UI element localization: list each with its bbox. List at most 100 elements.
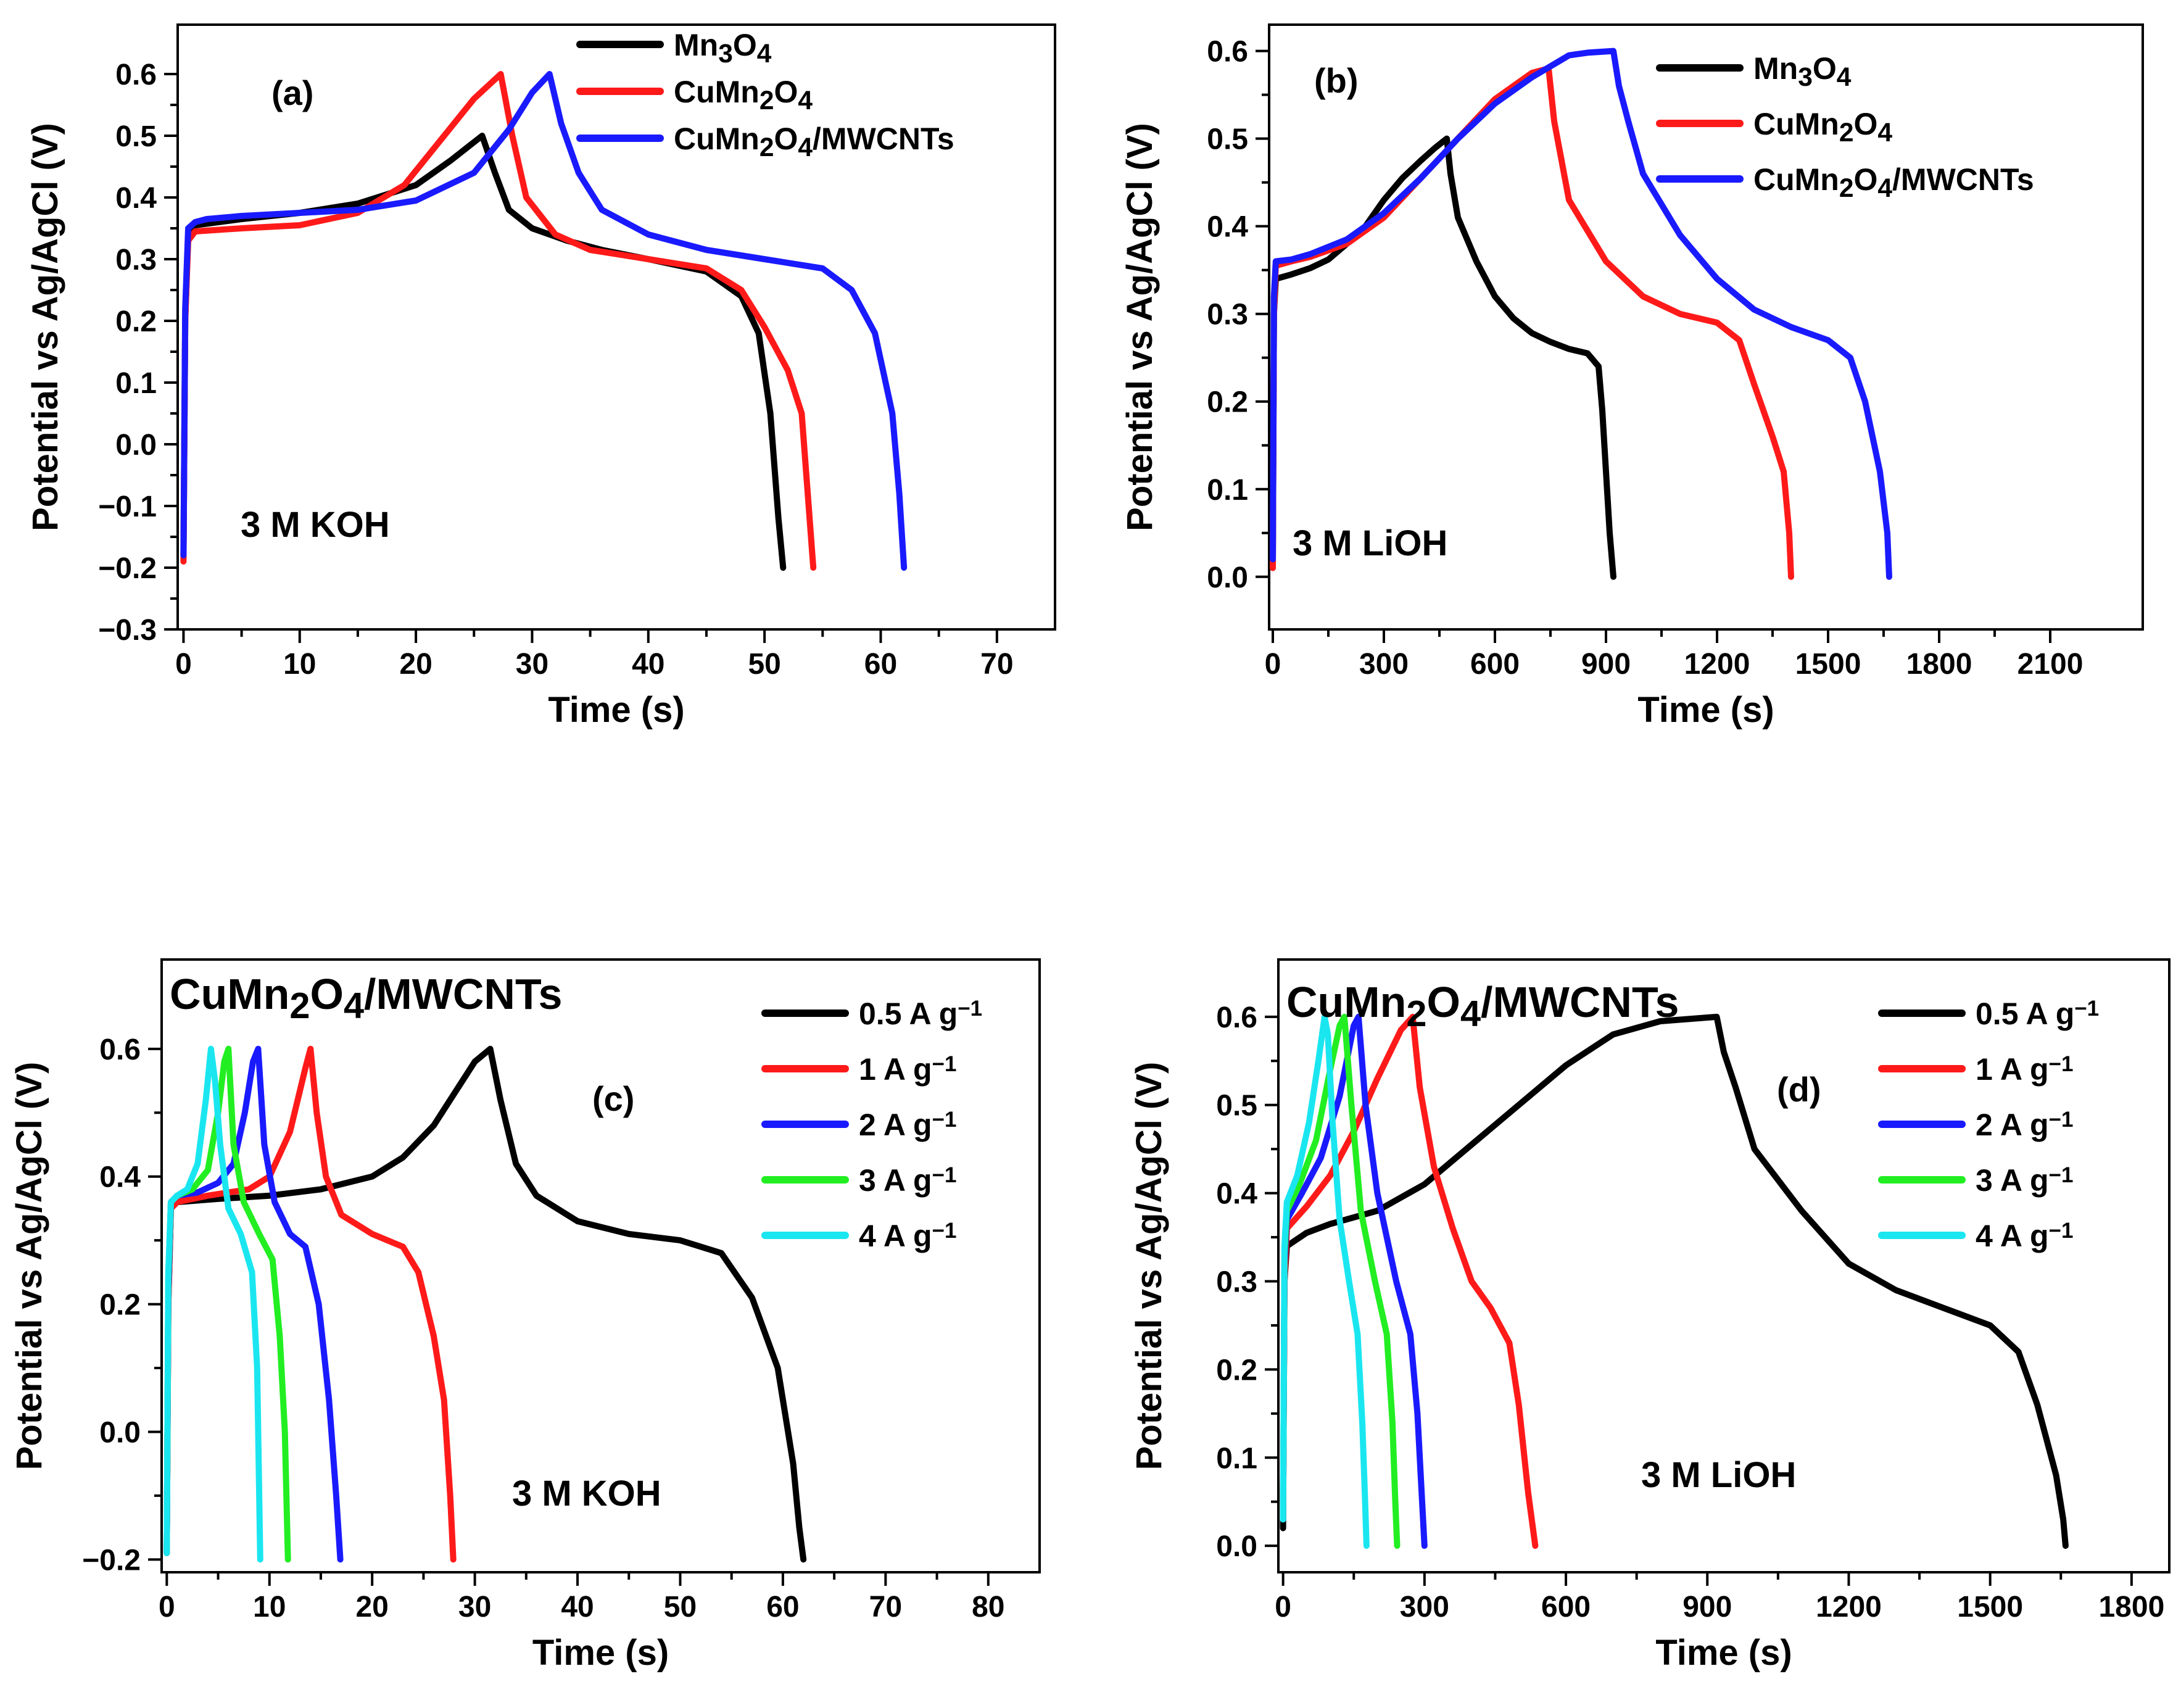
- x-tick-label: 20: [355, 1591, 388, 1623]
- y-tick-label: 0.5: [1216, 1090, 1257, 1122]
- y-tick-label: 0.0: [99, 1416, 141, 1449]
- x-tick-label: 0: [1275, 1591, 1291, 1623]
- panel-d: 0 300 600 900 1200 1500 1800 0.0 0.1 0.2 0.3 0.4 0.5…: [1129, 958, 2171, 1673]
- x-tick-label: 600: [1470, 648, 1520, 681]
- x-tick-label: 10: [283, 648, 316, 681]
- electrolyte-annotation: 3 M LiOH: [1641, 1455, 1796, 1495]
- plot-frame: [1277, 958, 2171, 1573]
- x-tick-label: 1500: [1957, 1591, 2023, 1623]
- x-tick-label: 50: [748, 648, 780, 681]
- plot-frame: [176, 23, 1056, 631]
- legend-label: Mn3O4: [674, 28, 772, 68]
- x-axis-title: Time (s): [1655, 1633, 1792, 1673]
- y-tick-label: −0.1: [98, 491, 157, 523]
- series-line-4-a-g-1: [1280, 1013, 1370, 1549]
- panel-c: 0 10 20 30 40 50 60 70 80 −0.2 0.0 0.2 0.4 0.6 Time (s…: [9, 958, 1041, 1673]
- y-tick-label: 0.4: [1216, 1178, 1257, 1211]
- y-tick-label: 0.1: [115, 367, 157, 400]
- x-tick-label: 600: [1541, 1591, 1591, 1623]
- x-tick-label: 70: [869, 1591, 902, 1623]
- y-tick-label: 0.2: [1216, 1354, 1257, 1387]
- legend-label: CuMn2O4/MWCNTs: [674, 122, 954, 162]
- x-tick-label: 2100: [2018, 648, 2084, 681]
- x-axis-title: Time (s): [548, 690, 684, 730]
- series-line-mn3o4: [180, 133, 787, 571]
- y-tick-label: 0.6: [1216, 1001, 1257, 1034]
- x-tick-label: 60: [864, 648, 897, 681]
- legend-label: CuMn2O4: [674, 75, 813, 115]
- x-tick-label: 0: [1265, 648, 1281, 681]
- x-tick-label: 40: [561, 1591, 594, 1623]
- x-tick-label: 10: [253, 1591, 286, 1623]
- legend-label: 0.5 A g−1: [859, 997, 982, 1031]
- y-axis-title: Potential vs Ag/AgCl (V): [1129, 1062, 1169, 1470]
- series-line-cumn2o4-mwcnts: [1270, 48, 1892, 580]
- series-line-0-5-a-g-1: [163, 1045, 807, 1563]
- x-tick-label: 900: [1682, 1591, 1732, 1623]
- y-tick-label: 0.0: [1207, 562, 1248, 594]
- series-line-cumn2o4-mwcnts: [180, 71, 908, 571]
- y-tick-label: 0.6: [1207, 36, 1248, 68]
- y-tick-label: 0.1: [1216, 1442, 1257, 1475]
- y-tick-label: 0.1: [1207, 474, 1248, 507]
- y-tick-label: 0.0: [115, 429, 157, 462]
- x-tick-label: 30: [458, 1591, 491, 1623]
- series-line-cumn2o4: [180, 71, 817, 571]
- y-tick-label: 0.4: [1207, 211, 1248, 244]
- series-line-3-a-g-1: [163, 1045, 291, 1563]
- y-tick-label: −0.2: [98, 552, 157, 585]
- electrolyte-annotation: 3 M KOH: [241, 505, 390, 545]
- x-tick-label: 900: [1581, 648, 1631, 681]
- x-tick-label: 70: [980, 648, 1013, 681]
- legend-label: 4 A g−1: [859, 1219, 956, 1253]
- panel-label: (a): [271, 73, 313, 112]
- legend-label: 4 A g−1: [1976, 1219, 2073, 1253]
- y-tick-label: −0.3: [98, 614, 157, 647]
- material-heading: CuMn2O4/MWCNTs: [170, 970, 562, 1026]
- y-tick-label: 0.6: [115, 59, 157, 91]
- series-line-2-a-g-1: [1280, 1013, 1428, 1549]
- series-line-3-a-g-1: [1280, 1013, 1401, 1549]
- y-tick-label: −0.2: [82, 1544, 141, 1577]
- x-tick-label: 1800: [1906, 648, 1972, 681]
- legend-label: Mn3O4: [1753, 51, 1852, 92]
- material-heading: CuMn2O4/MWCNTs: [1286, 978, 1679, 1034]
- x-tick-label: 0: [175, 648, 192, 681]
- y-tick-label: 0.6: [99, 1034, 141, 1066]
- panel-a: 0 10 20 30 40 50 60 70 −0.3 −0.2 −0.1 0.0 0.1 0.2 0.3 0…: [25, 23, 1056, 730]
- series-line-4-a-g-1: [163, 1045, 263, 1563]
- series-line-cumn2o4: [1270, 65, 1794, 580]
- y-tick-label: 0.2: [115, 305, 157, 338]
- y-tick-label: 0.5: [1207, 123, 1248, 156]
- x-axis-title: Time (s): [1637, 690, 1774, 730]
- electrolyte-annotation: 3 M KOH: [512, 1474, 661, 1514]
- series-line-mn3o4: [1270, 135, 1616, 580]
- legend-label: 3 A g−1: [859, 1163, 956, 1198]
- y-tick-label: 0.3: [1216, 1266, 1257, 1299]
- x-tick-label: 1800: [2098, 1591, 2164, 1623]
- y-tick-label: 0.3: [115, 244, 157, 276]
- x-tick-label: 300: [1400, 1591, 1449, 1623]
- y-axis-title: Potential vs Ag/AgCl (V): [9, 1062, 49, 1470]
- panel-label: (b): [1314, 61, 1359, 100]
- series-line-1-a-g-1: [1280, 1013, 1539, 1549]
- electrolyte-annotation: 3 M LiOH: [1293, 523, 1447, 563]
- legend-label: 2 A g−1: [859, 1108, 956, 1142]
- y-tick-label: 0.2: [99, 1289, 141, 1322]
- x-tick-label: 1200: [1816, 1591, 1882, 1623]
- series-line-1-a-g-1: [163, 1045, 457, 1563]
- y-tick-label: 0.4: [99, 1161, 141, 1194]
- x-tick-label: 80: [972, 1591, 1004, 1623]
- x-tick-label: 30: [516, 648, 548, 681]
- y-tick-label: 0.5: [115, 120, 157, 153]
- x-tick-label: 50: [664, 1591, 697, 1623]
- y-tick-label: 0.4: [115, 182, 157, 215]
- y-tick-label: 0.3: [1207, 299, 1248, 331]
- x-tick-label: 1500: [1795, 648, 1861, 681]
- y-tick-label: 0.2: [1207, 386, 1248, 419]
- x-tick-label: 0: [159, 1591, 175, 1623]
- x-axis-title: Time (s): [532, 1633, 669, 1673]
- legend-label: 1 A g−1: [1976, 1052, 2073, 1087]
- legend-label: CuMn2O4/MWCNTs: [1753, 162, 2034, 203]
